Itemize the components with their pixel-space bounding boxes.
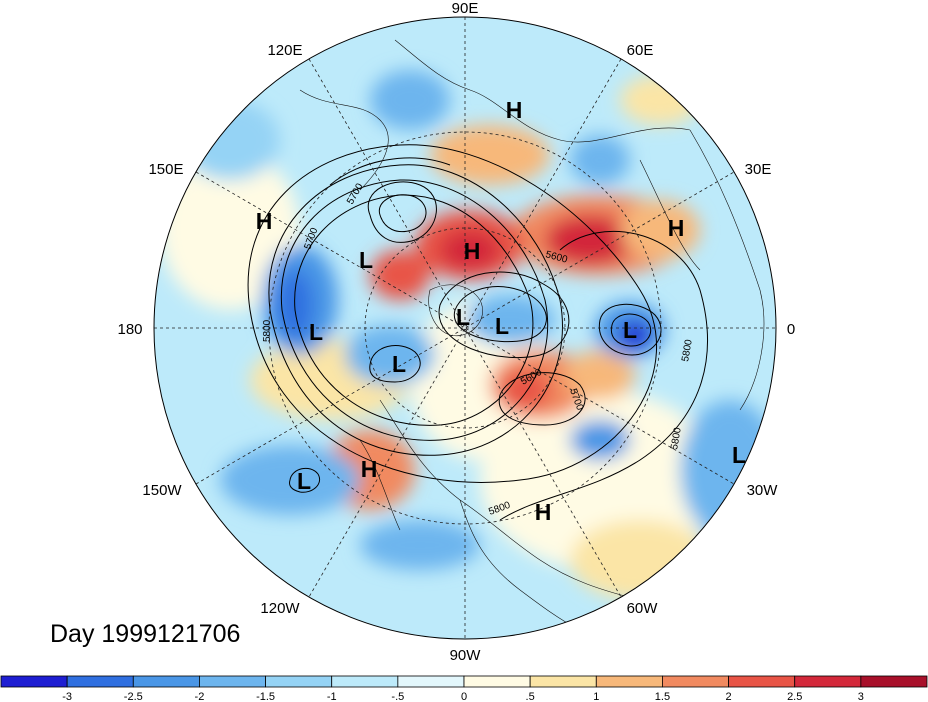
colorbar-box [397,675,465,688]
lon-label-120e: 120E [267,42,302,59]
lon-label-150e: 150E [148,161,183,178]
lon-label-0: 0 [787,321,795,338]
low-center-marker: L [495,313,509,339]
colorbar-tick-label: 1 [593,691,599,702]
lon-label-60e: 60E [627,42,654,59]
lon-label-180: 180 [117,321,142,338]
colorbar-box [794,675,862,688]
colorbar-tick-label: 1.5 [655,691,670,702]
graticule [154,17,776,639]
lon-label-120w: 120W [260,600,300,617]
colorbar-tick-label: -1.5 [256,691,275,702]
lon-label-60w: 60W [627,600,659,617]
coastlines [299,39,765,631]
colorbar-box [199,675,266,688]
colorbar-boxes [0,675,928,688]
colorbar-tick-label: 0 [461,691,467,702]
low-center-marker: L [392,351,406,377]
lon-label-30e: 30E [745,161,772,178]
colorbar: -3 -2.5 -2 -1.5 -1 -.5 0 .5 1 1.5 2 2.5 3 [0,675,928,702]
high-center-marker: H [506,97,523,123]
low-center-marker: L [359,247,373,273]
high-center-marker: H [668,215,685,241]
high-center-marker: H [361,456,378,482]
high-center-marker: H [464,238,481,264]
low-center-marker: L [309,319,323,345]
lon-label-30w: 30W [747,482,779,499]
lon-label-90e: 90E [452,0,479,17]
map-boundary [153,16,777,640]
colorbar-tick-label: 2 [726,691,732,702]
colorbar-tick-label: 3 [858,691,864,702]
map-title: Day 1999121706 [50,620,241,648]
colorbar-box [662,675,729,688]
colorbar-tick-label: -1 [327,691,337,702]
longitude-labels: 90E 120E 60E 150E 30E 180 0 150W 30W 120… [117,0,795,664]
high-center-marker: H [256,208,273,234]
colorbar-box [860,675,928,688]
colorbar-tick-label: .5 [526,691,535,702]
colorbar-tick-label: -.5 [391,691,404,702]
height-contours [247,144,708,521]
colorbar-box [595,675,663,688]
polar-stereographic-map: 90E 120E 60E 150E 30E 180 0 150W 30W 120… [117,0,795,664]
lon-label-90w: 90W [450,647,482,664]
contour-label: 5800 [262,319,273,342]
low-center-marker: L [732,442,746,468]
colorbar-box [463,675,531,688]
contour-label: 5800 [669,426,684,450]
high-center-marker: H [535,499,552,525]
lon-label-150w: 150W [142,482,182,499]
low-center-marker: L [623,317,637,343]
pressure-centers: H H H H H H L L L L L L L L [256,97,746,525]
colorbar-box [132,675,200,688]
colorbar-tick-label: 2.5 [787,691,802,702]
contour-label: 5800 [680,338,695,362]
colorbar-box [0,675,68,688]
colorbar-tick-label: -3 [62,691,72,702]
low-center-marker: L [456,304,470,330]
colorbar-box [66,675,134,688]
colorbar-box [728,675,796,688]
low-center-marker: L [297,468,311,494]
colorbar-box [331,675,399,688]
colorbar-box [265,675,333,688]
colorbar-tick-label: -2 [195,691,205,702]
colorbar-tick-label: -2.5 [124,691,143,702]
colorbar-ticks: -3 -2.5 -2 -1.5 -1 -.5 0 .5 1 1.5 2 2.5 3 [62,691,864,702]
colorbar-box [529,675,597,688]
